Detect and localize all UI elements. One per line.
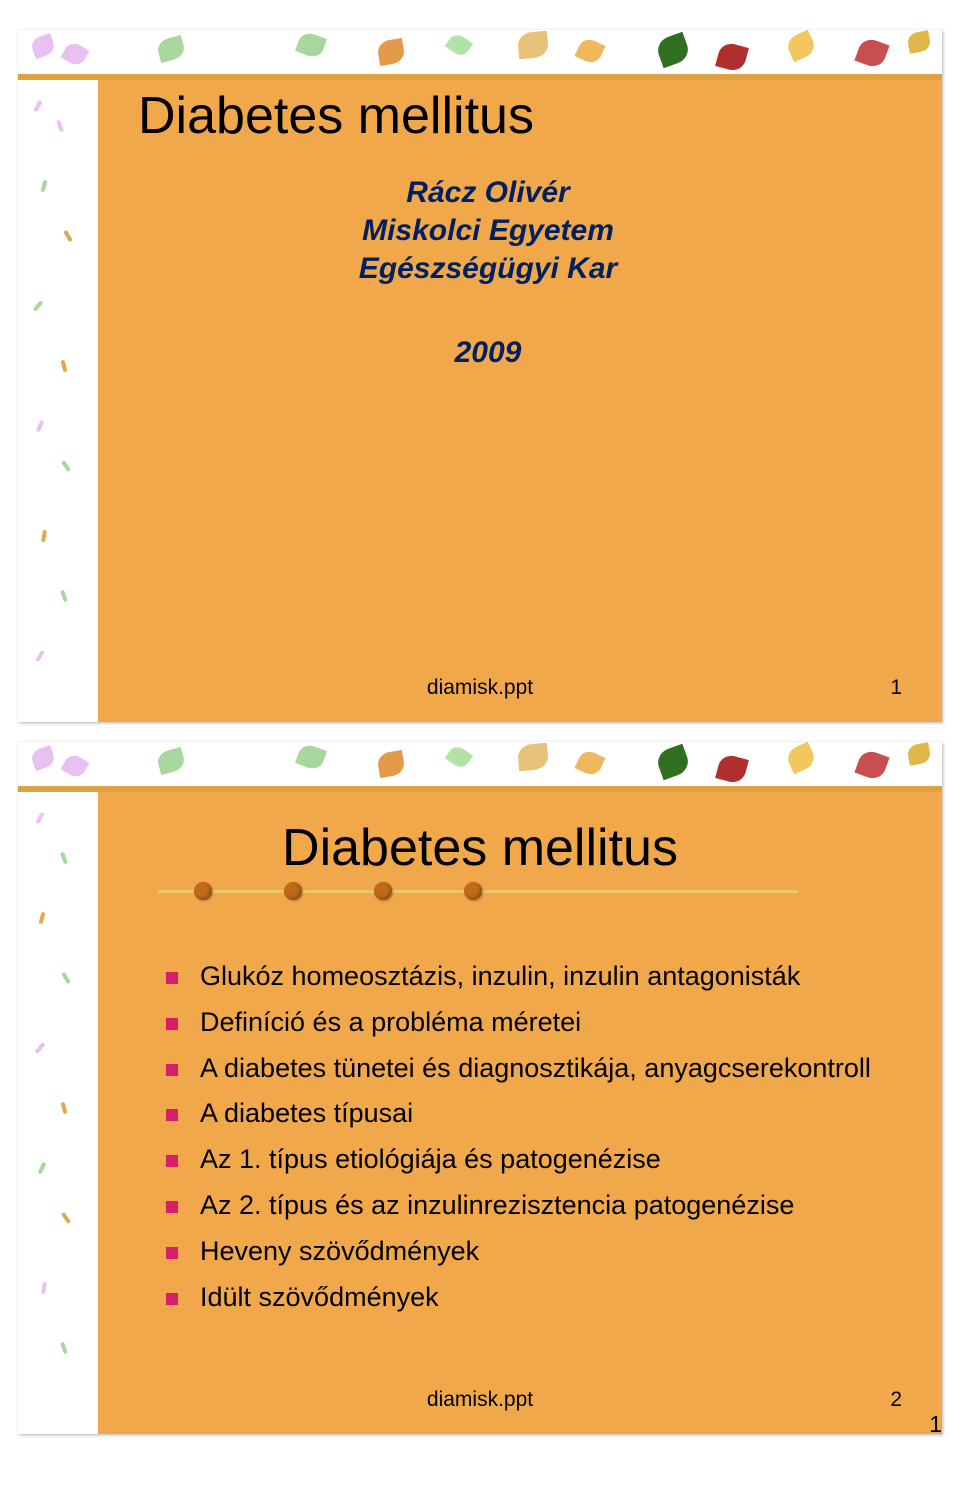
list-item: A diabetes tünetei és diagnosztikája, an… <box>166 1050 906 1088</box>
slide2-bullet-list: Glukóz homeosztázis, inzulin, inzulin an… <box>166 958 906 1324</box>
slide1-university: Miskolci Egyetem <box>308 214 668 248</box>
list-item: Definíció és a probléma méretei <box>166 1004 906 1042</box>
slide-1-container: Diabetes mellitus Rácz Olivér Miskolci E… <box>0 0 960 732</box>
slide1-faculty: Egészségügyi Kar <box>308 252 668 286</box>
decor-dot <box>464 882 482 900</box>
slide2-footer: diamisk.ppt 2 <box>18 1388 942 1412</box>
list-item: Az 2. típus és az inzulinrezisztencia pa… <box>166 1187 906 1225</box>
list-item: A diabetes típusai <box>166 1095 906 1133</box>
decor-dot <box>284 882 302 900</box>
slide1-author: Rácz Olivér <box>308 176 668 210</box>
slide2-footer-page: 2 <box>890 1388 902 1412</box>
slide1-title: Diabetes mellitus <box>138 86 534 146</box>
slide1-footer-file: diamisk.ppt <box>427 676 533 700</box>
list-item: Idült szövődmények <box>166 1279 906 1317</box>
slide2-title: Diabetes mellitus <box>18 818 942 878</box>
slide1-year: 2009 <box>308 336 668 370</box>
slide-2: Diabetes mellitus Glukóz homeosztázis, i… <box>18 742 942 1434</box>
list-item: Az 1. típus etiológiája és patogenézise <box>166 1141 906 1179</box>
top-divider-2 <box>18 786 942 792</box>
decor-dot <box>194 882 212 900</box>
decor-dot <box>374 882 392 900</box>
slide-2-container: Diabetes mellitus Glukóz homeosztázis, i… <box>0 732 960 1444</box>
left-decor-band <box>18 30 98 722</box>
top-decor-band-2 <box>18 742 942 786</box>
top-decor-band <box>18 30 942 74</box>
list-item: Heveny szövődmények <box>166 1233 906 1271</box>
slide1-footer: diamisk.ppt 1 <box>18 676 942 700</box>
slide-1: Diabetes mellitus Rácz Olivér Miskolci E… <box>18 30 942 722</box>
slide2-footer-file: diamisk.ppt <box>427 1388 533 1412</box>
top-divider <box>18 74 942 80</box>
document-page: Diabetes mellitus Rácz Olivér Miskolci E… <box>0 0 960 1444</box>
list-item: Glukóz homeosztázis, inzulin, inzulin an… <box>166 958 906 996</box>
document-page-number: 1 <box>929 1411 942 1438</box>
slide1-footer-page: 1 <box>890 676 902 700</box>
